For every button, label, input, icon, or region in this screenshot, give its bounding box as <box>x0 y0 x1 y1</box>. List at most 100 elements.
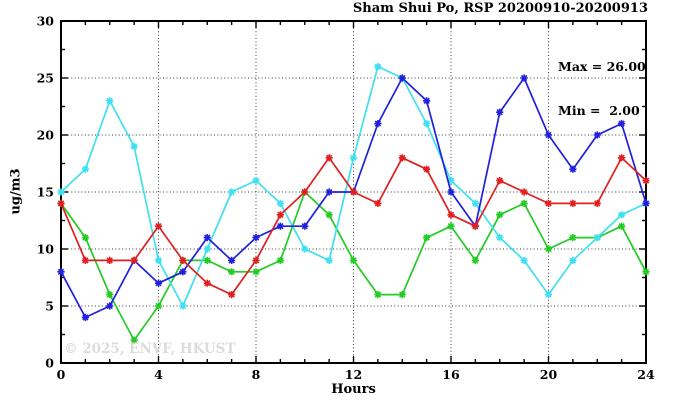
x-tick-label: 20 <box>540 367 558 382</box>
cyan-day-line-marker <box>106 97 114 105</box>
blue-day-line-marker <box>544 131 553 139</box>
green-day-line-marker <box>642 268 650 276</box>
y-tick-label: 15 <box>37 185 54 200</box>
red-day-line-marker <box>471 222 479 230</box>
red-day-line-marker <box>642 177 650 185</box>
x-tick-label: 8 <box>252 367 261 382</box>
x-tick-label: 16 <box>442 367 460 382</box>
blue-day-line-marker <box>228 256 236 264</box>
blue-day-line-marker <box>642 199 650 207</box>
cyan-day-line-marker <box>496 234 504 242</box>
red-day-line-marker <box>398 154 406 162</box>
cyan-day-line-marker <box>154 256 163 264</box>
blue-day-line-marker <box>179 268 187 276</box>
green-day-line-marker <box>374 291 382 299</box>
chart-title: Sham Shui Po, RSP 20200910-20200913 <box>352 1 648 16</box>
x-tick-label: 24 <box>637 367 655 382</box>
red-day-line-marker <box>203 279 211 287</box>
cyan-day-line-marker <box>203 245 211 253</box>
blue-day-line-marker <box>593 131 601 139</box>
cyan-day-line-marker <box>569 256 577 264</box>
red-day-line-marker <box>520 188 528 196</box>
cyan-day-line-marker <box>520 256 528 264</box>
y-tick-label: 0 <box>45 356 54 371</box>
cyan-day-line-marker <box>301 245 309 253</box>
red-day-line-marker <box>228 291 236 299</box>
green-day-line-marker <box>325 211 333 219</box>
cyan-day-line-marker <box>593 234 601 242</box>
green-day-line-marker <box>228 268 236 276</box>
blue-day-line-marker <box>57 268 65 276</box>
red-day-line-marker <box>618 154 626 162</box>
cyan-day-line-marker <box>618 211 626 219</box>
red-day-line-marker <box>179 256 187 264</box>
cyan-day-line-marker <box>179 302 187 310</box>
green-day-line-marker <box>447 222 455 230</box>
cyan-day-line-marker <box>544 291 553 299</box>
stats-box: Max = 26.00 Min = 2.00 <box>558 31 646 147</box>
cyan-day-line-marker <box>423 120 431 128</box>
green-day-line-marker <box>471 256 479 264</box>
x-axis-label: Hours <box>331 382 376 397</box>
y-axis-label: ug/m3 <box>8 168 24 215</box>
red-day-line-marker <box>130 256 138 264</box>
red-day-line-marker <box>593 199 601 207</box>
blue-day-line-marker <box>325 188 333 196</box>
red-day-line-marker <box>252 256 260 264</box>
green-day-line-marker <box>276 256 284 264</box>
green-day-line-marker <box>569 234 577 242</box>
blue-day-line-marker <box>618 120 626 128</box>
green-day-line-marker <box>496 211 504 219</box>
blue-day-line-marker <box>81 313 89 321</box>
red-day-line-marker <box>81 256 89 264</box>
cyan-day-line-marker <box>81 165 89 173</box>
green-day-line-marker <box>130 336 138 344</box>
y-tick-label: 25 <box>37 71 54 86</box>
red-day-line-marker <box>569 199 577 207</box>
green-day-line-marker <box>106 291 114 299</box>
stat-max: Max = 26.00 <box>558 59 646 74</box>
red-day-line-marker <box>325 154 333 162</box>
y-tick-label: 30 <box>37 14 55 29</box>
blue-day-line-marker <box>374 120 382 128</box>
green-day-line-marker <box>618 222 626 230</box>
x-tick-label: 4 <box>154 367 163 382</box>
red-day-line-marker <box>447 211 455 219</box>
blue-day-line-marker <box>423 97 431 105</box>
blue-day-line-marker <box>252 234 260 242</box>
red-day-line-marker <box>349 188 358 196</box>
red-day-line-marker <box>374 199 382 207</box>
green-day-line-marker <box>154 302 163 310</box>
red-day-line-marker <box>301 188 309 196</box>
red-day-line-marker <box>544 199 553 207</box>
red-day-line-marker <box>276 211 284 219</box>
y-tick-label: 5 <box>45 299 54 314</box>
blue-day-line-marker <box>569 165 577 173</box>
cyan-day-line-marker <box>252 177 260 185</box>
green-day-line-marker <box>398 291 406 299</box>
cyan-day-line-marker <box>57 188 65 196</box>
cyan-day-line-marker <box>228 188 236 196</box>
blue-day-line-marker <box>520 74 528 82</box>
cyan-day-line-marker <box>130 142 138 150</box>
red-day-line-marker <box>106 256 114 264</box>
red-day-line-marker <box>496 177 504 185</box>
blue-day-line-marker <box>398 74 406 82</box>
green-day-line-marker <box>520 199 528 207</box>
green-day-line-marker <box>81 234 89 242</box>
cyan-day-line-marker <box>471 199 479 207</box>
blue-day-line-marker <box>106 302 114 310</box>
watermark: © 2025, ENVF, HKUST <box>64 341 236 357</box>
stat-min: Min = 2.00 <box>558 102 640 118</box>
red-day-line-marker <box>423 165 431 173</box>
y-tick-label: 10 <box>37 242 55 257</box>
green-day-line-marker <box>423 234 431 242</box>
blue-day-line-marker <box>496 108 504 116</box>
blue-day-line-marker <box>154 279 163 287</box>
cyan-day-line-marker <box>447 177 455 185</box>
blue-day-line-marker <box>447 188 455 196</box>
cyan-day-line-marker <box>276 199 284 207</box>
cyan-day-line-marker <box>349 154 358 162</box>
